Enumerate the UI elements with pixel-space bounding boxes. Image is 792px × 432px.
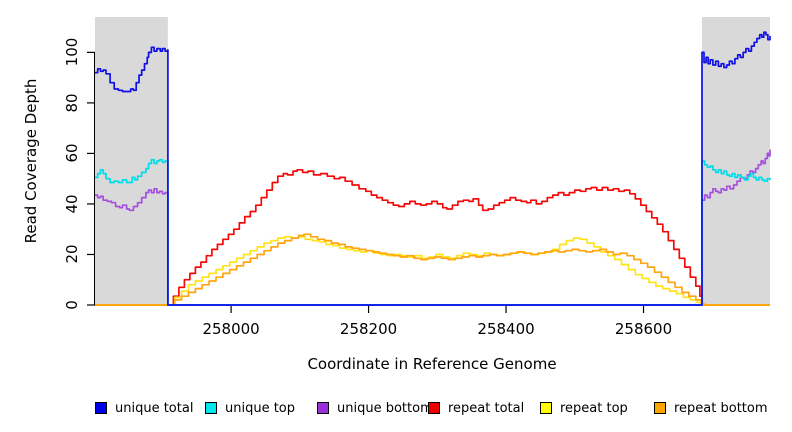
shaded-region	[95, 17, 168, 305]
x-tick-label: 258400	[477, 320, 535, 338]
x-tick-label: 258000	[202, 320, 260, 338]
y-tick-label: 0	[63, 300, 81, 310]
y-axis-title: Read Coverage Depth	[22, 78, 40, 244]
y-tick-label: 60	[63, 143, 81, 163]
series-repeat-total	[95, 168, 770, 306]
x-axis-title: Coordinate in Reference Genome	[307, 355, 557, 373]
x-tick-label: 258600	[614, 320, 673, 338]
y-tick-label: 40	[63, 194, 81, 214]
y-tick-label: 100	[63, 38, 81, 67]
series-unique-bottom	[95, 149, 771, 306]
x-tick-label: 258200	[339, 320, 398, 338]
y-tick-label: 20	[63, 244, 81, 265]
series-repeat-bottom	[95, 233, 770, 306]
series-unique-total	[95, 31, 771, 306]
series-unique-top	[95, 158, 771, 306]
y-tick-label: 80	[63, 93, 81, 113]
series-repeat-top	[95, 235, 770, 306]
